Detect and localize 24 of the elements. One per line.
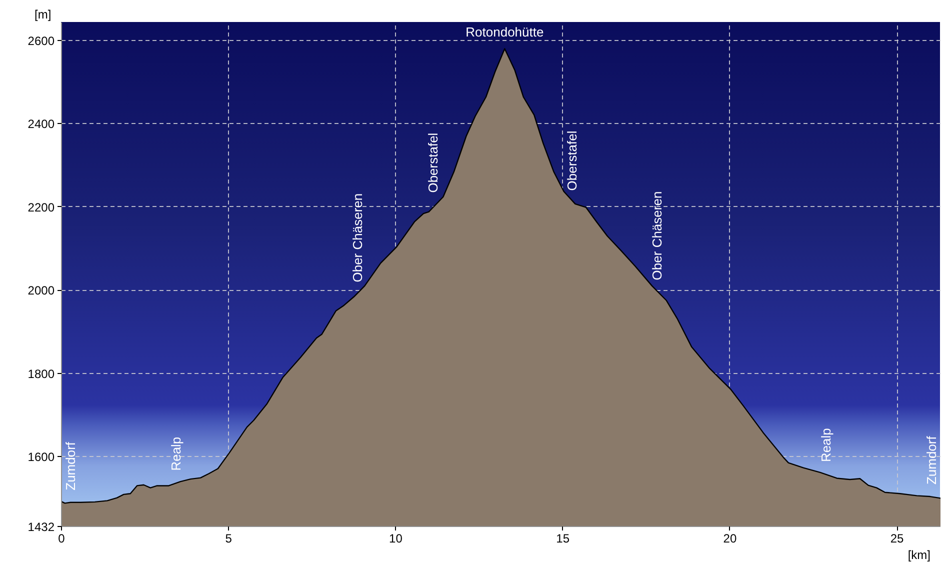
- x-axis-title: [km]: [908, 548, 931, 562]
- y-tick-label: 1600: [28, 450, 55, 464]
- y-tick-label: 2000: [28, 284, 55, 298]
- y-tick-label: 1432: [28, 520, 55, 534]
- y-tick-label: 2600: [28, 34, 55, 48]
- annotation: Rotondohütte: [466, 24, 544, 40]
- annotation: Oberstafel: [564, 130, 580, 191]
- annotation: Ober Chäseren: [350, 193, 365, 282]
- x-tick-label: 0: [58, 532, 66, 546]
- annotation: Oberstafel: [426, 132, 441, 193]
- annotation: Ober Chäseren: [650, 191, 665, 280]
- x-tick-label: 25: [890, 532, 904, 546]
- x-tick-label: 20: [723, 532, 737, 546]
- annotation: Realp: [168, 436, 184, 471]
- x-tick-label: 10: [389, 532, 403, 546]
- x-tick-label: 15: [556, 532, 570, 546]
- y-tick-label: 2400: [28, 117, 55, 132]
- x-tick-label: 5: [225, 532, 232, 546]
- y-axis-title: [m]: [34, 8, 52, 22]
- y-tick-label: 1800: [28, 366, 55, 381]
- y-tick-label: 2200: [28, 200, 55, 214]
- annotation: Realp: [818, 428, 834, 462]
- annotation: Zumdorf: [924, 436, 939, 485]
- annotation: Zumdorf: [63, 442, 78, 490]
